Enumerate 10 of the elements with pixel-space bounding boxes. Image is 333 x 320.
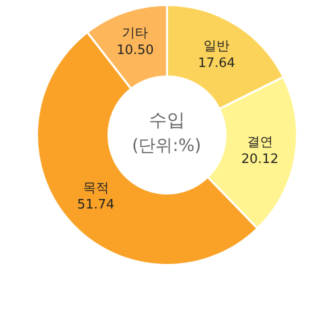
slice-label: 기타: [122, 26, 148, 42]
data-label: 17.64: [198, 56, 236, 71]
text: (단위:%): [132, 136, 202, 156]
slice-label: 목적: [82, 180, 109, 196]
data-label: 10.50: [116, 43, 154, 58]
text: 수입: [149, 110, 185, 131]
slice-label: 결연: [246, 134, 273, 150]
slice-label: 일반: [204, 38, 230, 54]
data-label: 20.12: [241, 152, 279, 167]
data-label: 51.74: [77, 198, 114, 213]
